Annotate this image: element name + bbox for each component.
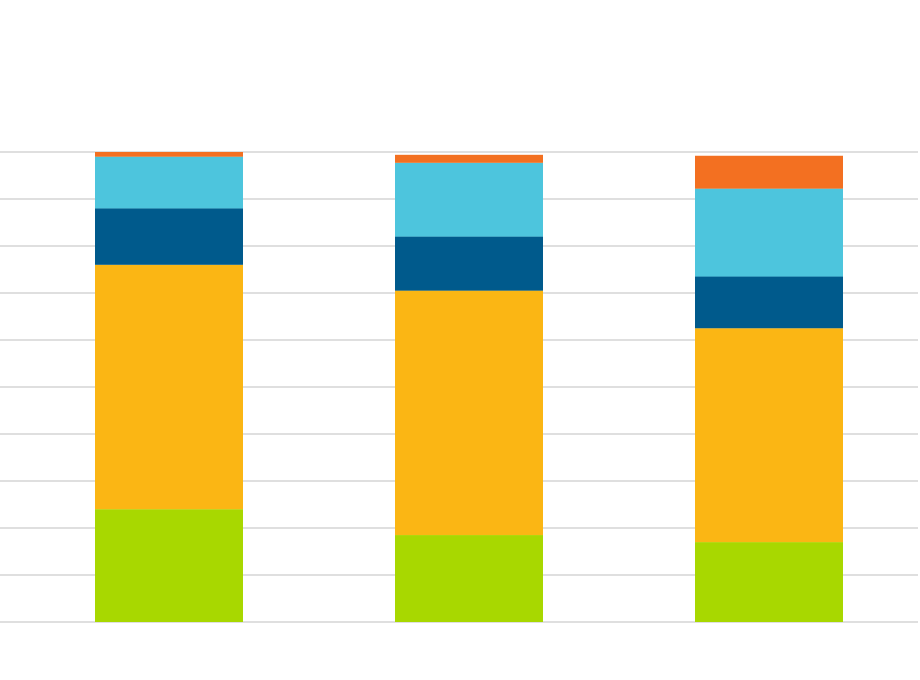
bar-segment	[95, 208, 243, 265]
bar-segment	[395, 162, 543, 237]
bar-segment	[95, 509, 243, 622]
bar-segment	[95, 264, 243, 510]
bar-segment	[695, 188, 843, 277]
bar-segment	[95, 156, 243, 209]
bar-segment	[695, 542, 843, 622]
bar-segment	[395, 154, 543, 163]
bar-segment	[395, 535, 543, 622]
bar-segment	[695, 276, 843, 329]
bar-segment	[695, 155, 843, 189]
bar-segment	[395, 290, 543, 536]
bar-segment	[695, 328, 843, 543]
bar-segment	[395, 236, 543, 291]
bar-segment	[95, 152, 243, 157]
